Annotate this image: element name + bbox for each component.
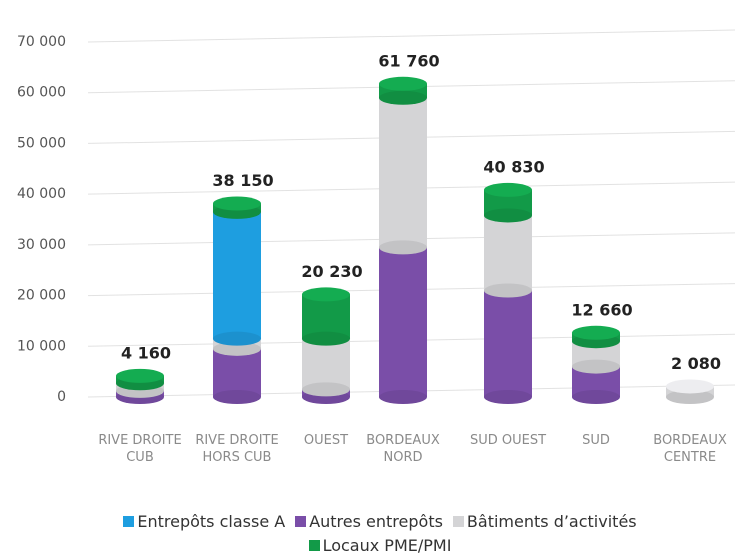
bar-segment (484, 215, 532, 291)
value-label: 2 080 (671, 354, 721, 373)
bar-segment-base (572, 390, 620, 404)
x-tick-label: OUEST (303, 433, 349, 448)
bar-segment (484, 290, 532, 397)
y-tick-label: 50 000 (17, 135, 66, 151)
value-label: 38 150 (212, 171, 273, 190)
bar-top (302, 287, 350, 302)
y-tick-label: 40 000 (17, 186, 66, 202)
y-tick-label: 30 000 (17, 237, 66, 253)
bar-segment (302, 338, 350, 390)
bar-segment-base (379, 240, 427, 255)
value-label: 61 760 (378, 51, 439, 70)
x-tick-label: SUD (582, 433, 610, 448)
bar-segment (379, 97, 427, 248)
y-tick-label: 60 000 (17, 85, 66, 101)
bar-top (379, 76, 427, 91)
bar-top (666, 379, 714, 394)
bar-segment-base (213, 390, 261, 404)
legend-item: Locaux PME/PMI (308, 534, 452, 554)
y-tick-label: 20 000 (17, 288, 66, 304)
value-label: 4 160 (121, 343, 171, 362)
legend-swatch (123, 516, 135, 527)
bar-top (484, 182, 532, 197)
bar-segment (379, 247, 427, 397)
y-tick-label: 10 000 (17, 338, 66, 354)
legend-label: Entrepôts classe A (137, 512, 286, 531)
legend-label: Bâtiments d’activités (466, 512, 637, 531)
x-tick-label: BORDEAUX CENTRE (653, 433, 727, 465)
bar-segment-base (484, 283, 532, 298)
bar-segment-base (484, 208, 532, 223)
bar-top (116, 368, 164, 383)
bar-segment-base (666, 390, 714, 404)
bar-top (213, 196, 261, 211)
value-label: 12 660 (571, 300, 632, 319)
y-tick-label: 70 000 (17, 34, 66, 50)
bar-segment-base (379, 390, 427, 404)
value-label: 40 830 (483, 157, 544, 176)
grid-line (87, 29, 736, 43)
bar-segment-base (302, 331, 350, 346)
legend-item: Bâtiments d’activités (452, 510, 637, 534)
legend-item: Autres entrepôts (295, 510, 443, 534)
y-tick-label: 0 (57, 389, 66, 405)
legend-label: Autres entrepôts (309, 512, 443, 531)
bar-segment-base (213, 331, 261, 346)
legend-swatch (308, 540, 320, 551)
plot: 0 10 000 20 000 30 000 40 000 50 000 60 000 70 … (17, 29, 736, 405)
bar-segment (213, 211, 261, 339)
bar-segment-base (302, 382, 350, 397)
legend-label: Locaux PME/PMI (322, 536, 452, 554)
legend-swatch (295, 516, 307, 527)
bar-segment (213, 348, 261, 397)
x-tick-label: RIVE DROITE HORS CUB (195, 433, 279, 465)
x-tick-label: RIVE DROITE CUB (98, 433, 182, 465)
bar-segment-base (213, 341, 261, 356)
bar-segment-base (484, 390, 532, 404)
value-label: 20 230 (301, 262, 362, 281)
x-tick-label: SUD OUEST (469, 433, 547, 448)
legend: Entrepôts classe A Autres entrepôts Bâtime… (60, 510, 700, 554)
legend-swatch (452, 516, 464, 527)
bar-top (572, 325, 620, 340)
x-tick-label: BORDEAUX NORD (366, 433, 440, 465)
bar-segment (302, 294, 350, 339)
bar-segment-base (379, 90, 427, 105)
legend-item: Entrepôts classe A (123, 510, 285, 534)
bar-segment-base (572, 359, 620, 374)
